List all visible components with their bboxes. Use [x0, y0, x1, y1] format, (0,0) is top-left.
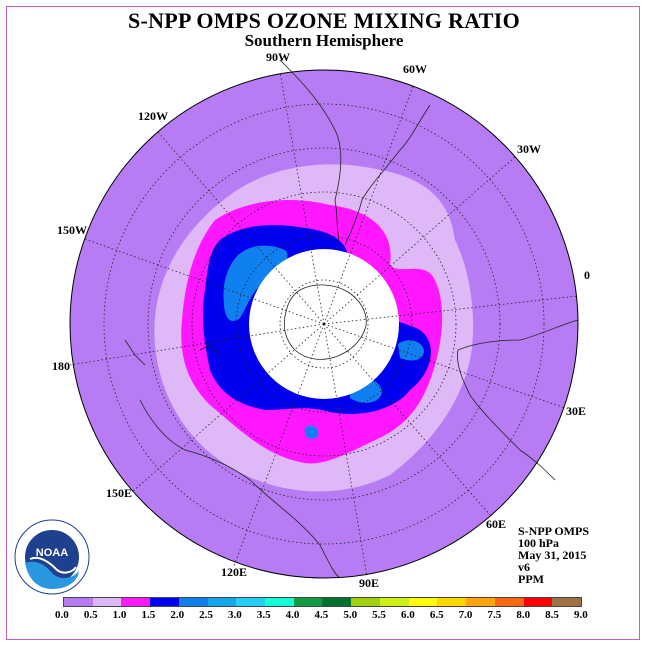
colorbar-segment [379, 598, 409, 606]
colorbar-tick-label: 2.0 [170, 609, 185, 621]
lon-label-90e: 90E [359, 576, 380, 590]
map-subtitle: Southern Hemisphere [244, 31, 404, 50]
ozone-region-2.0-2.5d [304, 425, 319, 439]
colorbar-segment [64, 598, 93, 606]
australia-coast [139, 399, 341, 579]
colorbar-tick-label: 7.0 [458, 609, 473, 621]
colorbar-tick-label: 4.0 [285, 609, 300, 621]
lon-label-150w: 150W [57, 223, 87, 237]
colorbar-tick-label: 8.5 [545, 609, 559, 621]
colorbar-segment [466, 598, 495, 606]
noaa-logo-text: NOAA [36, 547, 68, 559]
info-units: PPM [518, 572, 544, 586]
colorbar-segment [293, 598, 323, 606]
colorbar-tick-label: 2.5 [199, 609, 213, 621]
lon-label-30e: 30E [566, 404, 587, 418]
colorbar-segment [121, 598, 151, 606]
colorbar-segment [351, 598, 380, 606]
info-version: v6 [518, 560, 530, 574]
colorbar-segment [437, 598, 467, 606]
antarctica-outline [283, 284, 367, 360]
colorbar-tick-label: 0.0 [55, 609, 69, 621]
lon-label-180: 180 [52, 359, 70, 373]
colorbar-tick-label: 9.0 [574, 609, 588, 621]
colorbar-segment [408, 598, 438, 606]
colorbar-tick-label: 5.5 [372, 609, 386, 621]
colorbar-segment [322, 598, 352, 606]
lon-label-120e: 120E [221, 565, 248, 579]
graticule [69, 71, 579, 577]
colorbar [63, 597, 582, 607]
noaa-logo: NOAA [14, 519, 90, 595]
map-info-block: S-NPP OMPS 100 hPa May 31, 2015 v6 PPM [518, 525, 589, 585]
lon-label-90w: 90W [266, 50, 290, 64]
nz-coast [124, 339, 221, 366]
info-pressure: 100 hPa [518, 536, 560, 550]
ozone-region-2.0-2.5b [398, 340, 424, 361]
colorbar-tick-label: 5.0 [343, 609, 358, 621]
info-date: May 31, 2015 [518, 548, 587, 562]
colorbar-segment [236, 598, 266, 606]
colorbar-segment [494, 598, 524, 606]
colorbar-segment [178, 598, 208, 606]
colorbar-segment [552, 598, 581, 606]
africa-coast [457, 319, 579, 481]
lon-label-30w: 30W [517, 142, 541, 156]
colorbar-ticks: 0.0 0.5 1.0 1.5 2.0 2.5 3.0 3.5 4.0 4.5 5.0 5.5 6.0 6… [55, 609, 598, 623]
info-instrument: S-NPP OMPS [518, 524, 589, 538]
colorbar-tick-label: 6.5 [429, 609, 444, 621]
colorbar-tick-label: 8.0 [516, 609, 531, 621]
south-america-coast [279, 59, 342, 246]
colorbar-tick-label: 3.5 [256, 609, 271, 621]
map-boundary [69, 69, 579, 579]
lon-label-60w: 60W [403, 62, 427, 76]
colorbar-tick-label: 7.5 [487, 609, 502, 621]
colorbar-tick-label: 6.0 [401, 609, 415, 621]
colorbar-segment [265, 598, 294, 606]
ozone-region-2.0-2.5 [223, 245, 288, 322]
plot-frame [6, 6, 640, 640]
colorbar-tick-label: 1.0 [112, 609, 127, 621]
colorbar-tick-label: 0.5 [83, 609, 98, 621]
lon-label-60e: 60E [486, 517, 507, 531]
colorbar-tick-label: 3.0 [228, 609, 242, 621]
colorbar-tick-label: 4.5 [314, 609, 329, 621]
colorbar-segment [523, 598, 553, 606]
map-title: S-NPP OMPS OZONE MIXING RATIO [127, 8, 521, 33]
lon-label-150e: 150E [106, 486, 133, 500]
colorbar-tick-label: 1.5 [141, 609, 156, 621]
colorbar-segment [207, 598, 237, 606]
colorbar-segment [150, 598, 179, 606]
lon-label-120w: 120W [138, 109, 168, 123]
colorbar-segment [92, 598, 122, 606]
lon-label-0: 0 [584, 268, 590, 282]
